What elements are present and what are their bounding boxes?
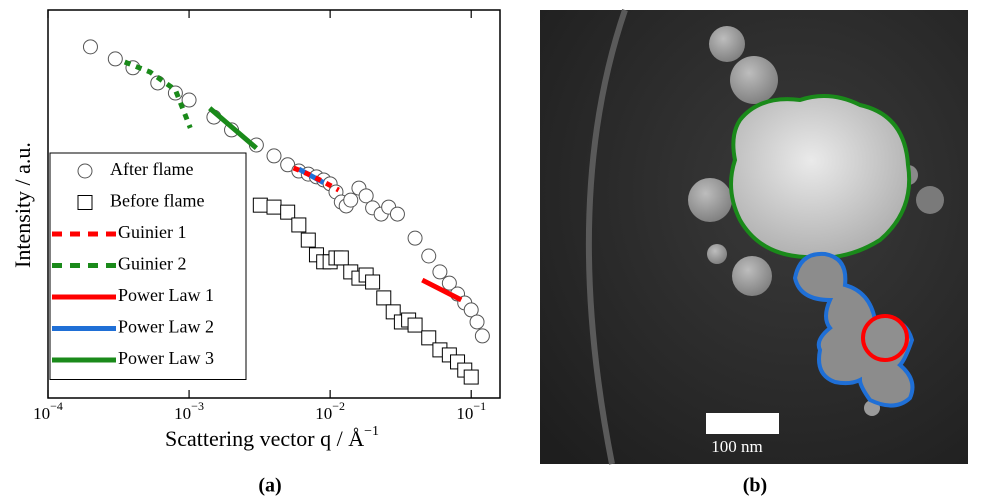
legend-label: Guinier 1	[118, 222, 186, 242]
fit-line	[208, 106, 259, 151]
legend-marker	[77, 163, 93, 179]
data-point	[266, 199, 282, 215]
data-point	[389, 206, 405, 222]
particle	[707, 244, 727, 264]
data-point	[280, 204, 296, 220]
x-tick-base: 10	[456, 404, 473, 423]
particle	[732, 256, 772, 296]
x-tick-base: 10	[315, 404, 332, 423]
data-point	[376, 290, 392, 306]
data-point	[107, 51, 123, 67]
particle	[916, 186, 944, 214]
data-point	[365, 274, 381, 290]
x-tick-label: 10−1	[456, 399, 486, 423]
legend-marker	[77, 195, 93, 210]
data-point	[469, 314, 485, 330]
data-point	[441, 275, 457, 291]
data-point	[300, 232, 316, 248]
data-point	[463, 369, 479, 385]
caption-a: (a)	[258, 475, 281, 497]
x-tick-exponent: −4	[50, 399, 63, 413]
data-point	[407, 230, 423, 246]
y-axis-label: Intensity / a.u.	[10, 142, 35, 268]
x-tick-label: 10−3	[174, 399, 204, 423]
data-point	[266, 148, 282, 164]
x-tick-label: 10−2	[315, 399, 345, 423]
data-point	[463, 302, 479, 318]
x-axis-label-text: Scattering vector q / Å	[165, 426, 364, 451]
fit-line	[421, 277, 463, 303]
data-point	[343, 192, 359, 208]
data-point	[252, 197, 268, 213]
x-tick-exponent: −2	[332, 399, 345, 413]
plot-area	[82, 39, 490, 385]
particle	[730, 56, 778, 104]
micrograph: 100 nm	[540, 9, 968, 465]
data-point	[474, 328, 490, 344]
x-axis-label-exponent: −1	[364, 424, 379, 439]
data-point	[82, 39, 98, 55]
data-point	[291, 217, 307, 233]
legend-label: Power Law 1	[118, 285, 214, 305]
plot-frame	[47, 9, 501, 399]
fit-line	[123, 59, 193, 129]
x-tick-exponent: −3	[191, 399, 204, 413]
grid-edge	[585, 9, 628, 465]
particle	[709, 26, 745, 62]
particle	[688, 178, 732, 222]
legend-label: After flame	[110, 159, 193, 179]
legend-label: Guinier 2	[118, 254, 186, 274]
data-point	[432, 264, 448, 280]
data-point	[181, 92, 197, 108]
data-point	[407, 317, 423, 333]
agglomerate-outline	[729, 94, 912, 260]
legend-label: Power Law 2	[118, 317, 214, 337]
legend-label: Before flame	[110, 191, 204, 211]
x-axis-label: Scattering vector q / Å−1	[165, 424, 379, 451]
x-tick-base: 10	[33, 404, 50, 423]
caption-b: (b)	[743, 475, 767, 497]
data-point	[421, 248, 437, 264]
legend-box	[49, 152, 247, 380]
primary-particle-outline	[861, 314, 909, 362]
scale-bar	[706, 413, 779, 434]
x-tick-label: 10−4	[33, 399, 63, 423]
data-point	[421, 330, 437, 346]
x-tick-exponent: −1	[473, 399, 486, 413]
x-tick-base: 10	[174, 404, 191, 423]
data-point	[358, 188, 374, 204]
legend-label: Power Law 3	[118, 348, 214, 368]
data-point	[333, 250, 349, 266]
scale-bar-label: 100 nm	[711, 437, 762, 456]
fit-line	[292, 165, 340, 193]
aggregate-outline	[792, 251, 915, 408]
